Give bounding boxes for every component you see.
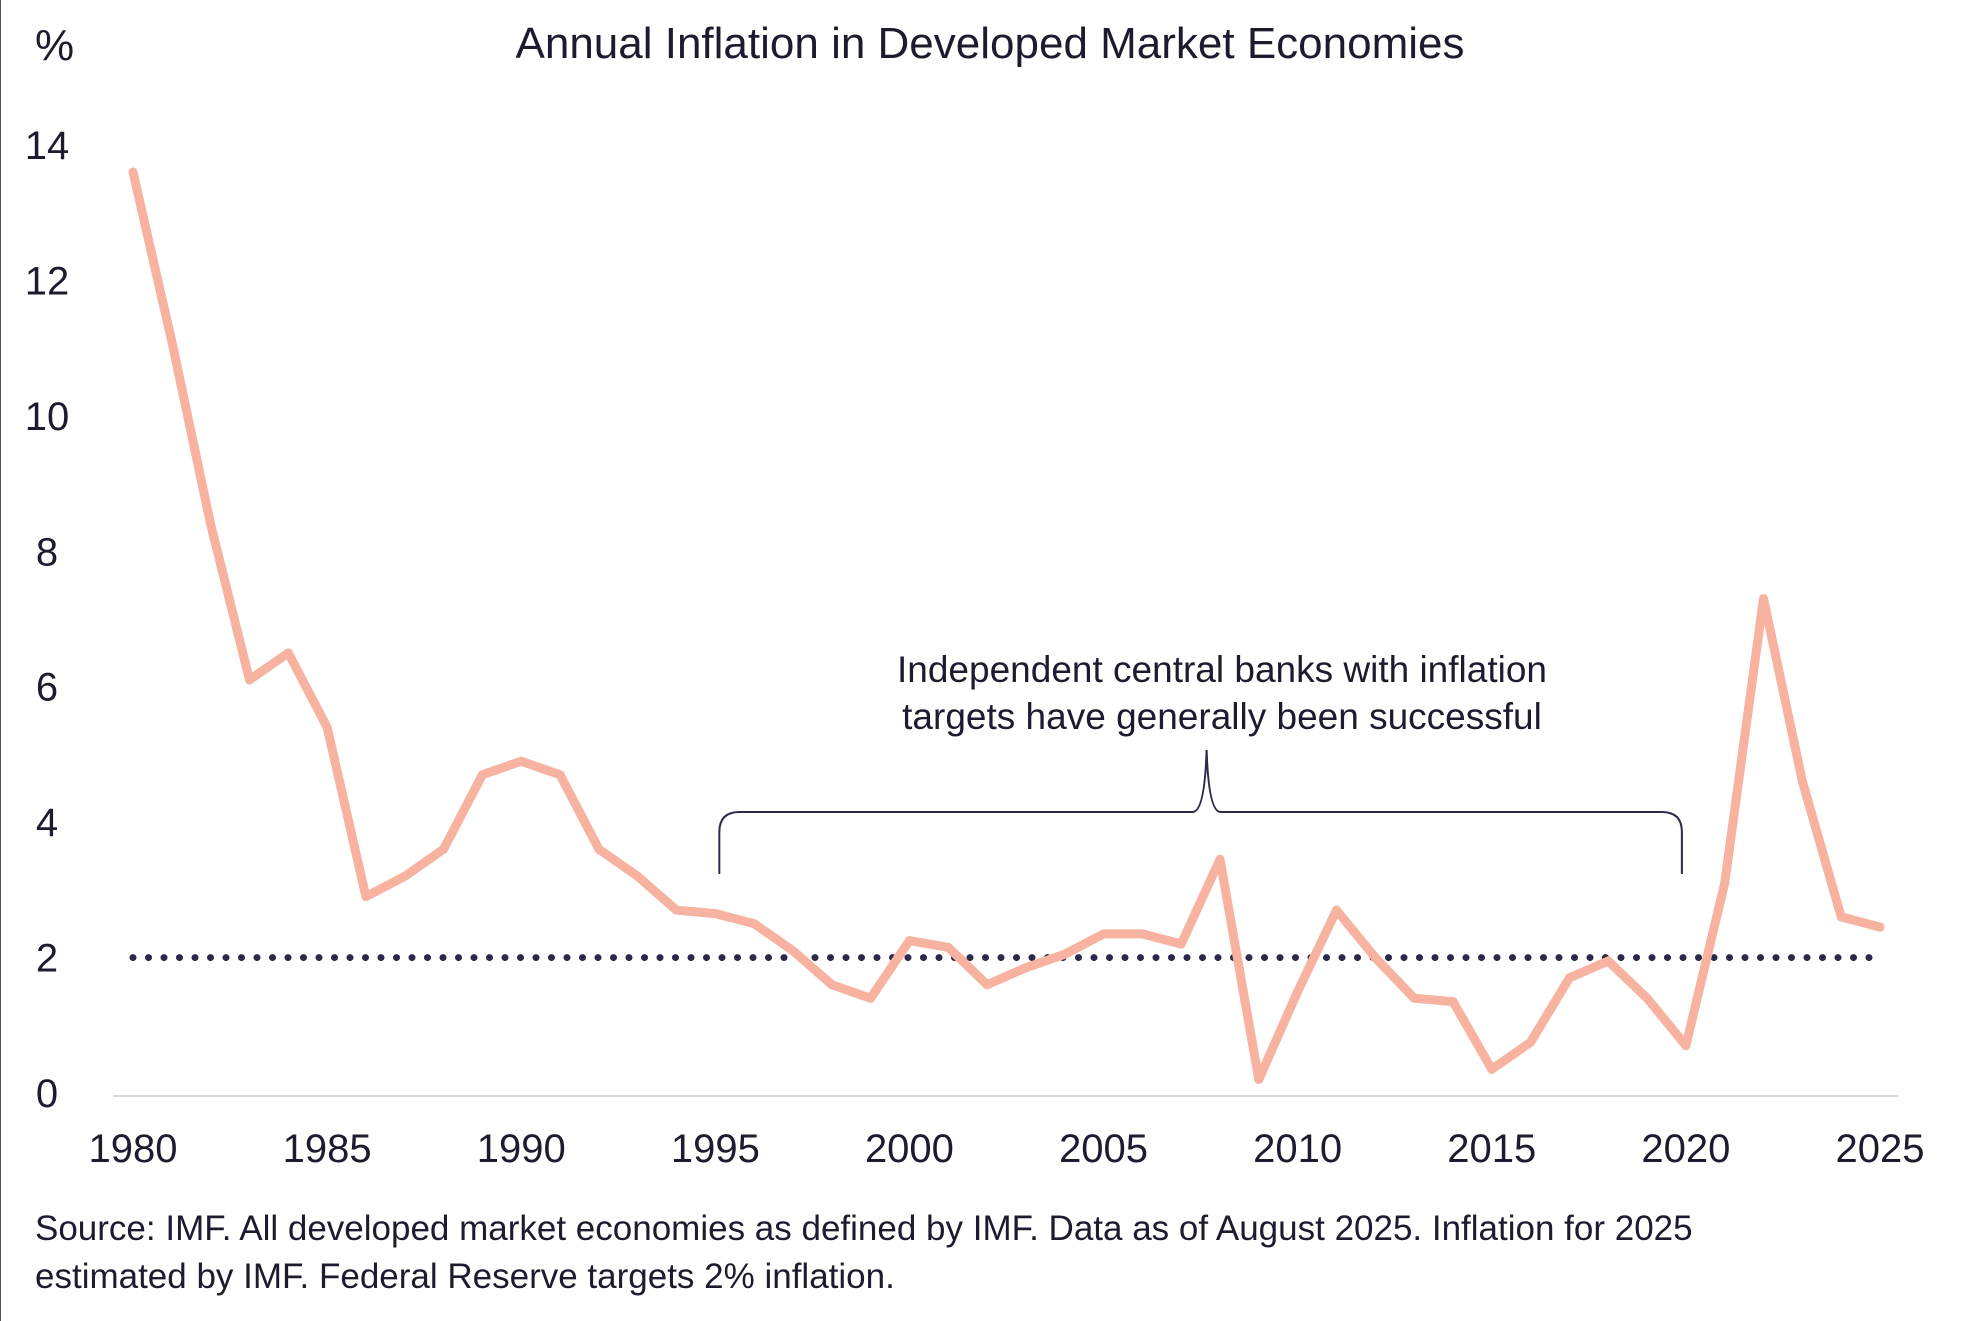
source-note-line-1: Source: IMF. All developed market econom… xyxy=(35,1209,1693,1248)
data-point-1997 xyxy=(788,946,798,956)
data-point-1983 xyxy=(244,675,254,685)
y-tick-label-12: 12 xyxy=(25,259,70,303)
annotation-bracket xyxy=(718,749,1683,874)
data-point-2003 xyxy=(1021,963,1031,973)
x-tick-label-2005: 2005 xyxy=(1059,1127,1148,1171)
data-point-2025 xyxy=(1875,922,1885,932)
x-tick-label-2025: 2025 xyxy=(1836,1127,1925,1171)
data-point-1991 xyxy=(555,770,565,780)
x-tick-label-1980: 1980 xyxy=(89,1127,178,1171)
data-point-1988 xyxy=(439,844,449,854)
x-tick-label-2000: 2000 xyxy=(865,1127,954,1171)
source-note-line-2: estimated by IMF. Federal Reserve target… xyxy=(35,1257,895,1296)
data-point-2021 xyxy=(1720,878,1730,888)
chart-title: Annual Inflation in Developed Market Eco… xyxy=(516,19,1465,68)
data-point-2014 xyxy=(1448,997,1458,1007)
data-point-1998 xyxy=(827,980,837,990)
data-point-1982 xyxy=(206,519,216,529)
data-point-1985 xyxy=(322,722,332,732)
data-point-2013 xyxy=(1409,993,1419,1003)
data-point-2001 xyxy=(943,942,953,952)
data-point-1996 xyxy=(749,919,759,929)
data-point-1981 xyxy=(167,336,177,346)
data-point-1987 xyxy=(400,871,410,881)
y-tick-label-4: 4 xyxy=(36,801,58,845)
x-tick-label-1985: 1985 xyxy=(283,1127,372,1171)
x-axis-ticks: 1980 1985 1990 1995 2000 2005 2010 2015 2020 2025 xyxy=(89,1127,1925,1171)
data-point-2019 xyxy=(1642,993,1652,1003)
inflation-series-line xyxy=(128,167,1885,1084)
data-point-2017 xyxy=(1564,973,1574,983)
y-tick-label-14: 14 xyxy=(25,124,70,168)
source-note: Source: IMF. All developed market econom… xyxy=(35,1205,1955,1301)
data-point-1992 xyxy=(594,844,604,854)
data-point-2016 xyxy=(1526,1037,1536,1047)
data-point-1990 xyxy=(516,756,526,766)
data-point-1984 xyxy=(283,648,293,658)
x-tick-label-2010: 2010 xyxy=(1253,1127,1342,1171)
data-point-1980 xyxy=(128,167,138,177)
x-tick-label-2020: 2020 xyxy=(1641,1127,1730,1171)
x-tick-label-2015: 2015 xyxy=(1447,1127,1536,1171)
data-point-2000 xyxy=(904,936,914,946)
x-tick-label-1995: 1995 xyxy=(671,1127,760,1171)
data-point-2023 xyxy=(1797,777,1807,787)
data-point-1999 xyxy=(866,993,876,1003)
data-point-1989 xyxy=(477,770,487,780)
data-point-2015 xyxy=(1487,1064,1497,1074)
y-tick-label-6: 6 xyxy=(36,666,58,710)
data-point-2004 xyxy=(1060,949,1070,959)
series-group xyxy=(128,167,1885,1084)
data-point-2024 xyxy=(1836,912,1846,922)
annotation-text-line-1: Independent central banks with inflation xyxy=(897,649,1547,690)
y-tick-label-8: 8 xyxy=(36,530,58,574)
data-point-2002 xyxy=(982,980,992,990)
data-point-2020 xyxy=(1681,1041,1691,1051)
x-tick-label-1990: 1990 xyxy=(477,1127,566,1171)
y-tick-label-2: 2 xyxy=(36,937,58,981)
data-point-1994 xyxy=(672,905,682,915)
y-axis-unit-label: % xyxy=(35,21,74,70)
y-tick-label-0: 0 xyxy=(36,1072,58,1116)
data-point-2022 xyxy=(1759,594,1769,604)
data-point-1993 xyxy=(633,871,643,881)
data-point-2007 xyxy=(1176,939,1186,949)
data-point-2018 xyxy=(1603,956,1613,966)
y-tick-label-10: 10 xyxy=(25,395,70,439)
annotation-group: Independent central banks with inflation… xyxy=(718,649,1683,874)
annotation-text-line-2: targets have generally been successful xyxy=(902,696,1542,737)
data-point-2011 xyxy=(1331,905,1341,915)
data-point-1995 xyxy=(710,909,720,919)
data-point-2008 xyxy=(1215,854,1225,864)
data-point-2012 xyxy=(1370,953,1380,963)
data-point-2010 xyxy=(1293,986,1303,996)
data-point-1986 xyxy=(361,892,371,902)
y-axis-ticks: 0 2 4 6 8 10 12 14 xyxy=(25,124,70,1116)
data-point-2005 xyxy=(1099,929,1109,939)
data-point-2006 xyxy=(1137,929,1147,939)
data-point-2009 xyxy=(1254,1074,1264,1084)
